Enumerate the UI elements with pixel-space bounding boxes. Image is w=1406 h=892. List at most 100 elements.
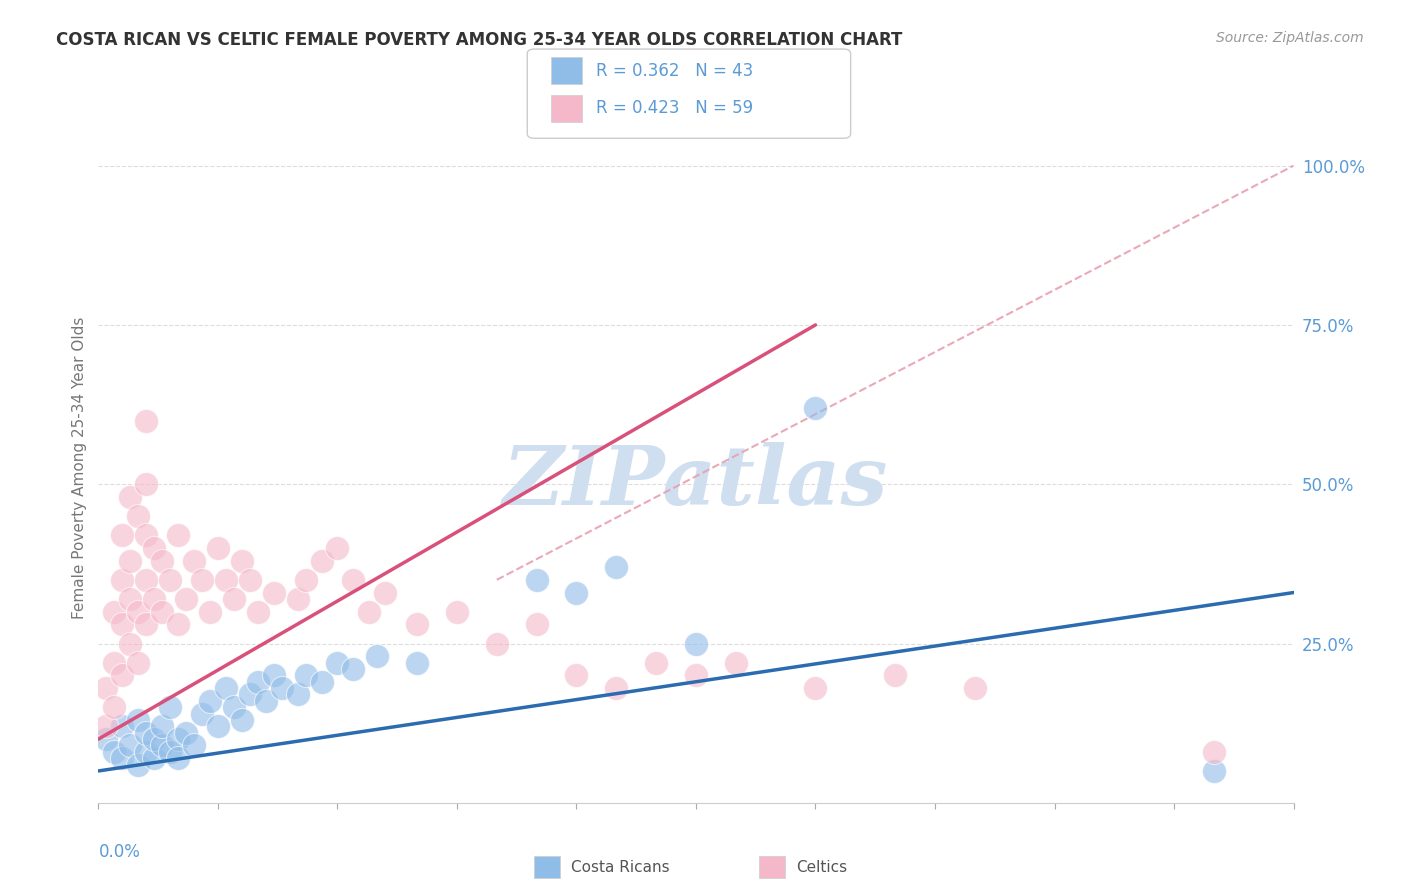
Point xyxy=(246,674,269,689)
Point xyxy=(120,591,142,606)
Point xyxy=(150,605,173,619)
Text: ZIPatlas: ZIPatlas xyxy=(503,442,889,522)
Point xyxy=(605,681,627,695)
Point xyxy=(565,668,588,682)
Point xyxy=(167,617,190,632)
Point xyxy=(565,585,588,599)
Point xyxy=(254,694,277,708)
Point xyxy=(111,719,134,733)
Text: R = 0.423   N = 59: R = 0.423 N = 59 xyxy=(596,99,754,118)
Point xyxy=(143,541,166,555)
Point xyxy=(287,688,309,702)
Text: Source: ZipAtlas.com: Source: ZipAtlas.com xyxy=(1216,31,1364,45)
Point xyxy=(111,573,134,587)
Point xyxy=(183,554,205,568)
Point xyxy=(198,694,221,708)
Point xyxy=(111,528,134,542)
Point xyxy=(326,541,349,555)
Point xyxy=(191,706,214,721)
Point xyxy=(143,591,166,606)
Point xyxy=(167,751,190,765)
Point xyxy=(311,674,333,689)
Point xyxy=(111,617,134,632)
Text: Celtics: Celtics xyxy=(796,860,846,874)
Point xyxy=(135,413,157,427)
Point xyxy=(685,668,707,682)
Y-axis label: Female Poverty Among 25-34 Year Olds: Female Poverty Among 25-34 Year Olds xyxy=(72,318,87,619)
Point xyxy=(167,732,190,747)
Point xyxy=(485,636,508,650)
Point xyxy=(96,719,118,733)
Point xyxy=(127,713,149,727)
Point xyxy=(120,636,142,650)
Point xyxy=(270,681,292,695)
Point xyxy=(231,554,253,568)
Point xyxy=(150,739,173,753)
Point xyxy=(884,668,907,682)
Point xyxy=(135,745,157,759)
Point xyxy=(207,719,229,733)
Point xyxy=(263,668,285,682)
Point xyxy=(246,605,269,619)
Point xyxy=(111,751,134,765)
Point xyxy=(1202,764,1225,778)
Point xyxy=(287,591,309,606)
Point xyxy=(135,617,157,632)
Point xyxy=(127,757,149,772)
Point xyxy=(263,585,285,599)
Point xyxy=(103,605,125,619)
Point xyxy=(135,528,157,542)
Point xyxy=(374,585,396,599)
Point xyxy=(326,656,349,670)
Point xyxy=(215,573,238,587)
Point xyxy=(645,656,668,670)
Point xyxy=(1202,745,1225,759)
Point xyxy=(359,605,381,619)
Point xyxy=(239,688,262,702)
Point xyxy=(103,745,125,759)
Point xyxy=(150,719,173,733)
Point xyxy=(685,636,707,650)
Point xyxy=(135,725,157,739)
Point xyxy=(174,725,197,739)
Point xyxy=(127,656,149,670)
Point xyxy=(120,490,142,504)
Point xyxy=(159,700,181,714)
Point xyxy=(294,573,316,587)
Point xyxy=(342,573,364,587)
Point xyxy=(143,732,166,747)
Point xyxy=(183,739,205,753)
Point xyxy=(150,554,173,568)
Text: Costa Ricans: Costa Ricans xyxy=(571,860,669,874)
Point xyxy=(963,681,986,695)
Point xyxy=(96,681,118,695)
Point xyxy=(526,573,548,587)
Point xyxy=(724,656,747,670)
Point xyxy=(120,554,142,568)
Point xyxy=(143,751,166,765)
Text: R = 0.362   N = 43: R = 0.362 N = 43 xyxy=(596,62,754,79)
Point xyxy=(406,656,429,670)
Point xyxy=(135,477,157,491)
Point xyxy=(111,668,134,682)
Point xyxy=(198,605,221,619)
Point xyxy=(804,681,827,695)
Point xyxy=(96,732,118,747)
Point xyxy=(127,605,149,619)
Point xyxy=(159,745,181,759)
Point xyxy=(215,681,238,695)
Point xyxy=(231,713,253,727)
Point xyxy=(127,509,149,524)
Point xyxy=(135,573,157,587)
Point xyxy=(207,541,229,555)
Point xyxy=(294,668,316,682)
Point xyxy=(103,656,125,670)
Point xyxy=(311,554,333,568)
Point xyxy=(804,401,827,415)
Point xyxy=(239,573,262,587)
Point xyxy=(120,739,142,753)
Point xyxy=(174,591,197,606)
Point xyxy=(167,528,190,542)
Point xyxy=(526,617,548,632)
Point xyxy=(366,649,388,664)
